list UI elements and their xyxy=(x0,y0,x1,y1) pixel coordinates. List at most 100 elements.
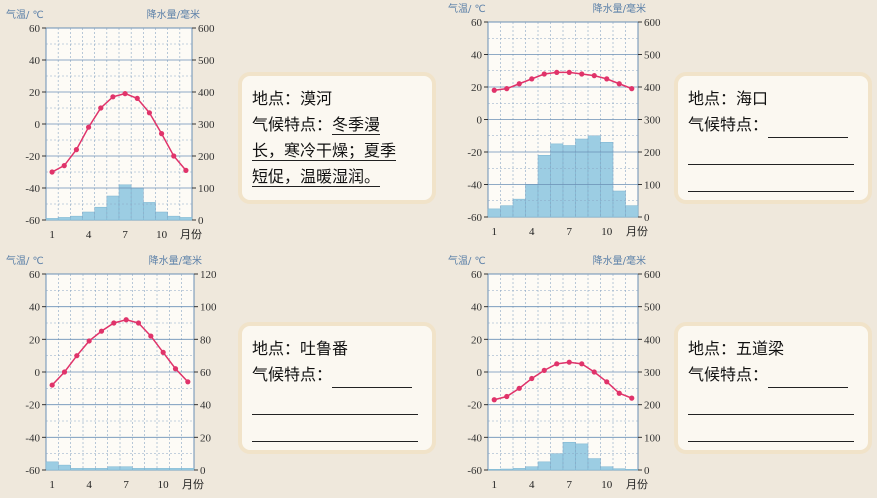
temp-tick-label: -20 xyxy=(25,151,40,163)
temp-point xyxy=(566,359,572,365)
temp-axis-label: 气温/ ℃ xyxy=(6,254,44,267)
month-tick-label: 1 xyxy=(492,479,498,491)
precip-tick-label: 500 xyxy=(644,302,661,314)
answer-blank[interactable] xyxy=(768,119,849,138)
precip-bar xyxy=(550,453,564,471)
answer-blank[interactable] xyxy=(688,388,854,415)
month-tick-label: 4 xyxy=(86,229,92,241)
precip-axis-label: 降水量/毫米 xyxy=(149,254,202,267)
temp-point xyxy=(146,110,153,116)
precip-bar xyxy=(575,138,589,218)
precip-bar xyxy=(612,190,626,218)
precip-bar xyxy=(118,184,132,221)
precip-bar xyxy=(600,466,614,471)
traits-prefix: 气候特点： xyxy=(252,115,333,134)
temp-tick-label: 0 xyxy=(477,115,483,127)
precip-bar xyxy=(487,469,501,471)
temp-point xyxy=(566,69,572,75)
answer-blank[interactable] xyxy=(252,388,418,415)
precip-tick-label: 400 xyxy=(644,334,661,346)
month-tick-label: 7 xyxy=(567,479,573,491)
temp-point xyxy=(591,73,597,79)
month-tick-label: 7 xyxy=(122,229,128,241)
month-tick-label: 4 xyxy=(86,479,92,491)
temp-point xyxy=(491,397,497,403)
temp-tick-label: 20 xyxy=(471,334,483,346)
note-card-wudaoliang: 地点：五道梁 气候特点： xyxy=(674,322,872,454)
temp-tick-label: 60 xyxy=(29,23,41,35)
temp-point xyxy=(541,367,547,373)
temp-point xyxy=(158,131,165,137)
temp-tick-label: -40 xyxy=(467,432,482,444)
answer-blank[interactable] xyxy=(332,369,413,388)
temp-point xyxy=(554,69,560,75)
temp-point xyxy=(516,385,522,391)
temp-point xyxy=(616,81,622,87)
traits-prefix: 气候特点： xyxy=(252,365,333,384)
temp-point xyxy=(110,94,116,100)
temp-point xyxy=(135,320,142,326)
place-label: 地点：五道梁 xyxy=(688,339,785,358)
precip-bar xyxy=(537,461,551,471)
x-unit-label: 月份 xyxy=(626,225,648,238)
answer-blank[interactable] xyxy=(688,165,854,192)
traits-line-3: 短促，温暖湿润。 xyxy=(252,167,381,187)
month-tick-label: 1 xyxy=(492,226,498,238)
temp-point xyxy=(123,317,129,323)
temp-point xyxy=(604,76,610,82)
precip-tick-label: 500 xyxy=(644,50,661,62)
month-tick-label: 4 xyxy=(529,226,535,238)
precip-tick-label: 400 xyxy=(644,82,661,94)
precip-tick-label: 120 xyxy=(200,269,217,281)
precip-tick-label: 0 xyxy=(644,212,650,224)
precip-bar xyxy=(500,205,514,218)
precip-tick-label: 80 xyxy=(200,334,212,346)
note-card-haikou: 地点：海口 气候特点： xyxy=(674,72,872,204)
temp-tick-label: 40 xyxy=(29,55,41,67)
precip-bar xyxy=(512,198,526,218)
chart-panel-wudaoliang: 60 40 20 0 -20 -40 -60 600 500 400 300 200 100 0 气温/ ℃… xyxy=(440,252,670,494)
place-label: 地点：海口 xyxy=(688,89,769,108)
precip-axis-label: 降水量/毫米 xyxy=(593,254,646,267)
answer-blank[interactable] xyxy=(252,415,418,442)
precip-bar xyxy=(169,468,182,471)
x-unit-label: 月份 xyxy=(180,228,202,241)
traits-prefix: 气候特点： xyxy=(688,365,769,384)
precip-axis-label: 降水量/毫米 xyxy=(147,8,200,21)
temp-tick-label: 20 xyxy=(29,87,41,99)
temp-tick-label: -20 xyxy=(25,400,40,412)
temp-point xyxy=(516,81,522,87)
month-tick-label: 7 xyxy=(567,226,573,238)
precip-bar xyxy=(45,218,59,221)
precip-tick-label: 20 xyxy=(200,432,212,444)
answer-blank[interactable] xyxy=(688,138,854,165)
month-tick-label: 10 xyxy=(601,226,613,238)
precip-bar xyxy=(181,468,195,471)
precip-bar xyxy=(587,135,601,218)
answer-blank[interactable] xyxy=(688,415,854,442)
temp-point xyxy=(98,328,105,334)
precip-bar xyxy=(625,205,639,218)
temp-point xyxy=(61,369,68,375)
temp-tick-label: 60 xyxy=(471,17,483,29)
precip-bar xyxy=(70,215,83,221)
x-unit-label: 月份 xyxy=(182,478,204,491)
temp-tick-label: 0 xyxy=(35,119,41,131)
precip-bar xyxy=(45,461,59,471)
temp-point xyxy=(185,379,191,385)
precip-tick-label: 100 xyxy=(644,432,661,444)
answer-blank[interactable] xyxy=(768,369,849,388)
temp-tick-label: 60 xyxy=(29,269,41,281)
temp-point xyxy=(591,369,597,375)
month-tick-label: 10 xyxy=(601,479,613,491)
precip-tick-label: 600 xyxy=(198,23,215,35)
temp-tick-label: 40 xyxy=(471,302,483,314)
temp-tick-label: 20 xyxy=(471,82,483,94)
temp-tick-label: 20 xyxy=(29,334,41,346)
temp-point xyxy=(160,349,166,355)
precip-bar xyxy=(537,155,551,218)
precip-tick-label: 200 xyxy=(644,147,661,159)
temp-tick-label: -40 xyxy=(467,180,482,192)
temp-tick-label: -60 xyxy=(25,215,40,227)
